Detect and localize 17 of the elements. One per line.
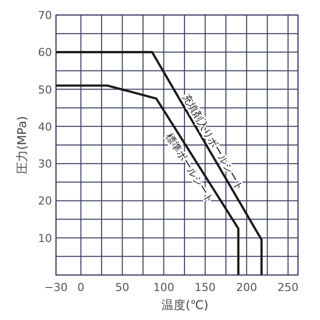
- y-tick-label: 30: [38, 158, 52, 171]
- x-tick-label: 200: [236, 281, 258, 294]
- y-tick-label: 50: [38, 83, 52, 96]
- y-tick-label: 40: [38, 120, 52, 134]
- x-axis-title: 温度(℃): [162, 298, 208, 312]
- y-tick-label: 10: [38, 232, 52, 245]
- x-tick-label: −30: [44, 281, 68, 294]
- x-tick-label: 0: [77, 281, 84, 294]
- x-tick-label: 100: [153, 281, 174, 294]
- y-axis-title: 圧力(MPa): [15, 116, 29, 174]
- x-tick-label: 250: [278, 281, 299, 294]
- y-tick-label: 60: [38, 46, 52, 60]
- x-tick-label: 50: [115, 281, 130, 294]
- line-series: [54, 84, 240, 276]
- x-tick-label: 150: [194, 281, 216, 294]
- y-tick-label: 20: [38, 194, 52, 208]
- y-tick-label: 70: [38, 9, 52, 22]
